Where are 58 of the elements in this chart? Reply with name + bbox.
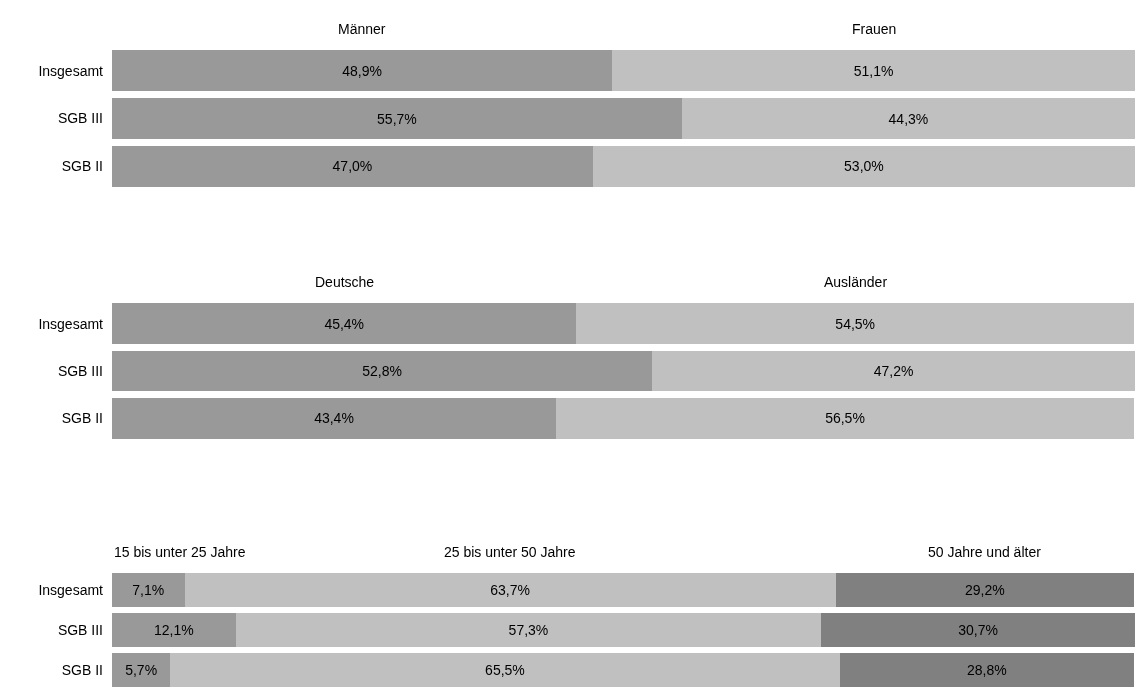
bar [112, 303, 577, 345]
data-label: 7,1% [132, 582, 165, 598]
bar [835, 572, 1134, 608]
bar [235, 612, 822, 648]
series-label: 25 bis unter 50 Jahre [444, 544, 576, 560]
data-label: 48,9% [342, 62, 382, 79]
series-label: Ausländer [824, 274, 888, 290]
bar [681, 98, 1135, 139]
data-label: 45,4% [324, 315, 365, 332]
data-label: 28,8% [966, 662, 1007, 678]
data-label: 53,0% [844, 158, 884, 175]
data-label: 57,3% [508, 622, 549, 638]
series-label: 15 bis unter 25 Jahre [114, 544, 246, 560]
data-label: 47,2% [873, 363, 914, 379]
data-label: 47,0% [332, 158, 373, 175]
data-label: 54,5% [835, 315, 876, 332]
bar [170, 652, 840, 688]
bar [112, 572, 185, 608]
bar [112, 652, 171, 688]
data-label: 44,3% [888, 110, 929, 127]
data-label: 63,7% [490, 582, 530, 598]
data-label: 43,4% [314, 410, 354, 427]
bar [112, 145, 593, 187]
data-label: 12,1% [153, 622, 194, 638]
bar [184, 572, 836, 608]
bar [555, 397, 1134, 439]
y-tick-label: SGB II [61, 410, 103, 427]
series-label: Deutsche [315, 274, 375, 290]
y-tick-label: Insgesamt [38, 62, 104, 79]
bar [652, 350, 1135, 392]
data-label: 30,7% [958, 622, 998, 638]
bar [612, 50, 1135, 92]
bar [112, 350, 653, 392]
data-label: 55,7% [377, 110, 417, 127]
y-tick-label: SGB III [57, 621, 103, 638]
data-label: 5,7% [125, 662, 158, 678]
bar [821, 612, 1135, 648]
bar [576, 303, 1134, 345]
y-tick-label: SGB III [57, 362, 103, 379]
y-tick-label: Insgesamt [38, 315, 104, 332]
bar [112, 98, 682, 139]
bar [112, 50, 613, 92]
bar [592, 145, 1135, 187]
data-label: 29,2% [964, 582, 1005, 598]
y-tick-label: SGB III [57, 110, 103, 127]
bar [839, 652, 1134, 688]
data-label: 52,8% [362, 363, 402, 379]
bar [112, 397, 556, 439]
data-label: 65,5% [485, 662, 525, 678]
data-label: 51,1% [853, 62, 894, 79]
series-label: Frauen [852, 21, 897, 37]
y-tick-label: SGB II [61, 661, 103, 678]
data-label: 56,5% [825, 410, 865, 427]
bar [112, 612, 236, 648]
series-label: 50 Jahre und älter [928, 544, 1042, 560]
y-tick-label: SGB II [61, 158, 103, 175]
series-label: Männer [338, 21, 386, 37]
y-tick-label: Insgesamt [38, 581, 104, 598]
